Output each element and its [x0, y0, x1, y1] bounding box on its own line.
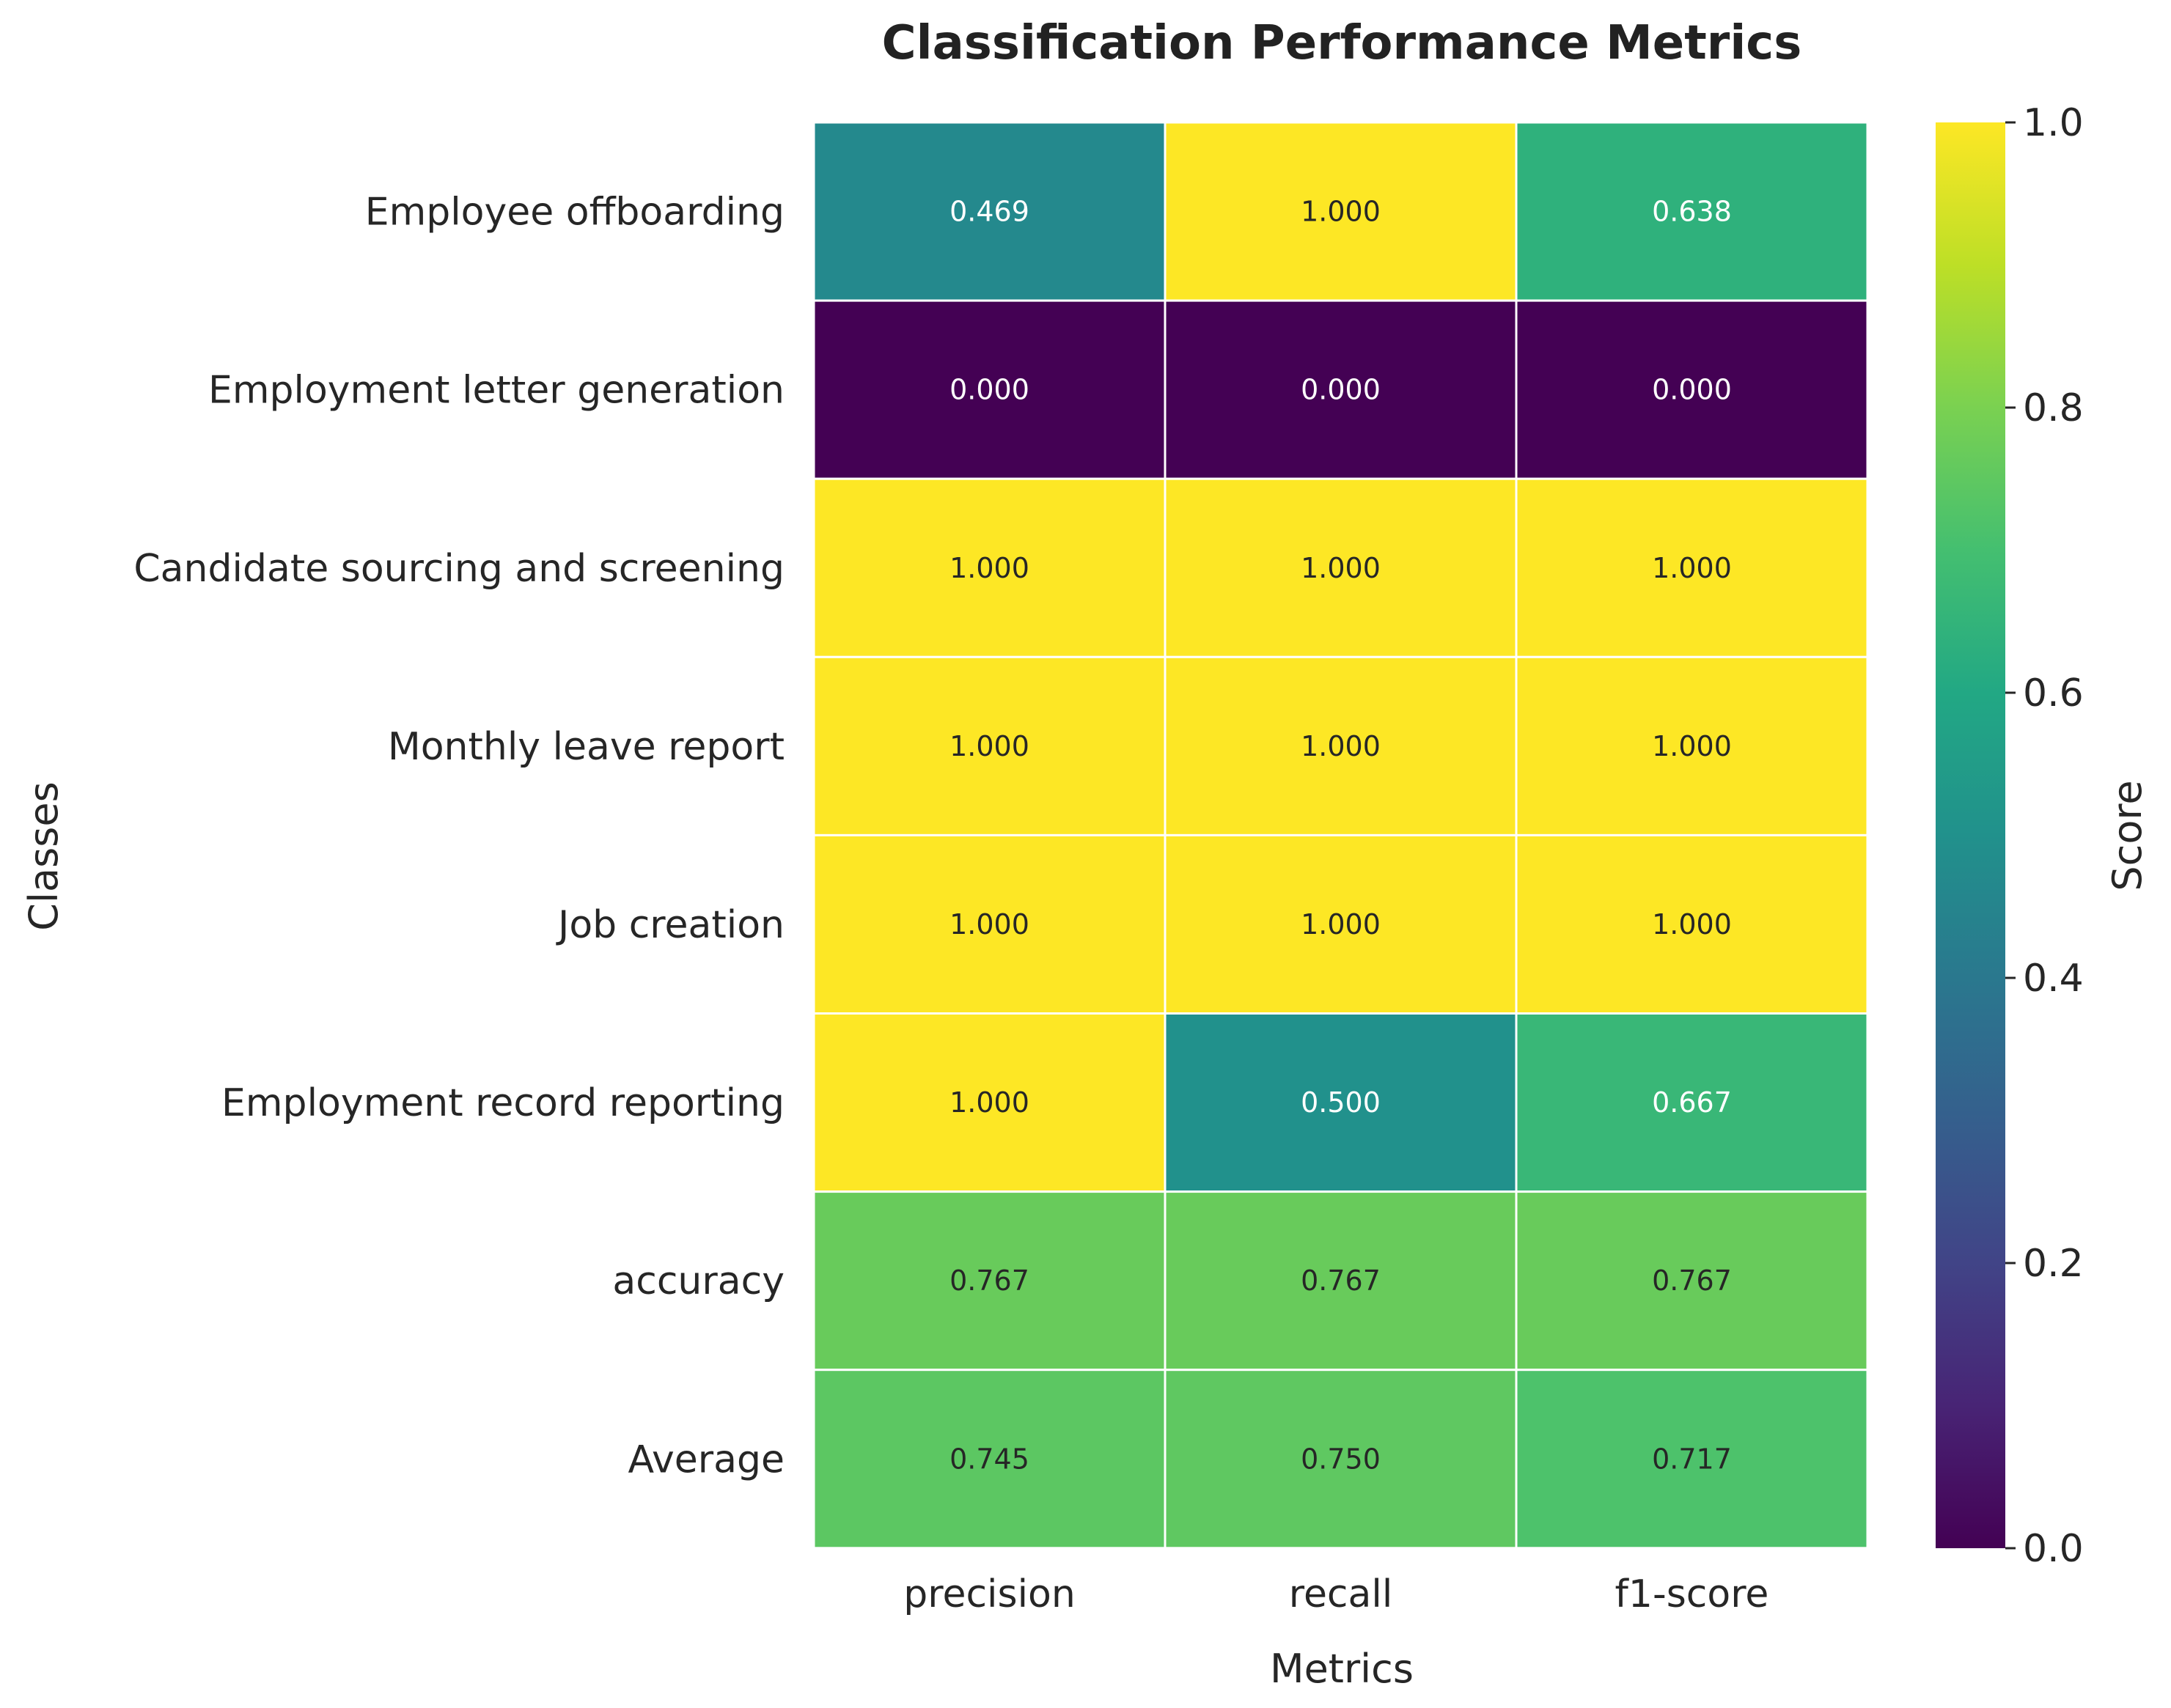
y-tick-label-employment-record-reporting: Employment record reporting — [221, 1081, 785, 1125]
heatmap-cell-labels: 0.469 1.000 0.638 0.000 0.000 0.000 1.000 1.000… — [949, 196, 1732, 1476]
y-tick-label-average: Average — [628, 1438, 785, 1481]
heatmap-cell-value: 0.000 — [949, 374, 1029, 406]
heatmap-cell-job-creation-f1-score — [1515, 833, 1869, 1015]
colorbar-tick-label: 1.0 — [2023, 101, 2084, 145]
heatmap-cell-value: 0.667 — [1652, 1086, 1732, 1119]
colorbar-label: Score — [2104, 780, 2150, 891]
heatmap-cells — [812, 121, 1869, 1550]
heatmap-cell-value: 0.717 — [1652, 1443, 1732, 1475]
colorbar-tick-label: 0.2 — [2023, 1242, 2084, 1286]
heatmap-cell-employment-record-reporting-f1-score — [1515, 1012, 1869, 1193]
heatmap-cell-employment-letter-generation-f1-score — [1515, 299, 1869, 480]
heatmap-cell-candidate-sourcing-and-screening-recall — [1164, 477, 1518, 658]
heatmap-cell-value: 0.469 — [949, 196, 1029, 228]
y-tick-label-monthly-leave-report: Monthly leave report — [388, 725, 785, 769]
heatmap-cell-employment-record-reporting-precision — [812, 1012, 1167, 1193]
heatmap-cell-value: 0.000 — [1652, 374, 1732, 406]
heatmap-cell-average-recall — [1164, 1369, 1518, 1550]
heatmap-cell-job-creation-precision — [812, 833, 1167, 1015]
heatmap-cell-value: 1.000 — [949, 552, 1029, 584]
heatmap-cell-employment-letter-generation-precision — [812, 299, 1167, 480]
y-tick-labels: Employee offboarding Employment letter ge… — [133, 191, 785, 1482]
heatmap-cell-value: 1.000 — [1301, 730, 1381, 762]
heatmap-cell-value: 0.000 — [1301, 374, 1381, 406]
x-axis-label: Metrics — [1270, 1646, 1414, 1692]
colorbar: 0.0 0.2 0.4 0.6 0.8 1.0 Score — [1936, 101, 2150, 1571]
heatmap-cell-employment-letter-generation-recall — [1164, 299, 1518, 480]
colorbar-tick-label: 0.4 — [2023, 957, 2084, 1001]
y-tick-label-candidate-sourcing-and-screening: Candidate sourcing and screening — [133, 547, 785, 591]
heatmap-cell-value: 1.000 — [1652, 730, 1732, 762]
x-tick-label-f1-score: f1-score — [1615, 1572, 1769, 1616]
y-axis-label: Classes — [21, 781, 67, 930]
heatmap-cell-value: 1.000 — [949, 1086, 1029, 1119]
colorbar-gradient — [1936, 122, 2005, 1548]
heatmap-cell-value: 1.000 — [1652, 552, 1732, 584]
heatmap-cell-value: 1.000 — [1301, 196, 1381, 228]
heatmap-cell-value: 1.000 — [1301, 552, 1381, 584]
colorbar-tick-label: 0.0 — [2023, 1527, 2084, 1571]
y-tick-label-job-creation: Job creation — [556, 903, 785, 947]
heatmap-cell-value: 1.000 — [1301, 908, 1381, 940]
heatmap-cell-value: 0.767 — [1301, 1265, 1381, 1297]
heatmap-cell-job-creation-recall — [1164, 833, 1518, 1015]
heatmap-cell-average-precision — [812, 1369, 1167, 1550]
heatmap-cell-value: 1.000 — [949, 730, 1029, 762]
heatmap-cell-accuracy-f1-score — [1515, 1190, 1869, 1372]
heatmap-cell-value: 0.500 — [1301, 1086, 1381, 1119]
heatmap-cell-value: 1.000 — [949, 908, 1029, 940]
heatmap-cell-value: 0.638 — [1652, 196, 1732, 228]
x-tick-label-precision: precision — [903, 1572, 1076, 1616]
colorbar-tick-label: 0.6 — [2023, 671, 2084, 715]
heatmap-cell-employment-record-reporting-recall — [1164, 1012, 1518, 1193]
chart-title: Classification Performance Metrics — [882, 16, 1802, 70]
heatmap-cell-value: 0.767 — [949, 1265, 1029, 1297]
y-tick-label-employment-letter-generation: Employment letter generation — [208, 369, 785, 413]
heatmap-cell-employee-offboarding-precision — [812, 121, 1167, 302]
heatmap-cell-value: 0.750 — [1301, 1443, 1381, 1475]
heatmap-cell-average-f1-score — [1515, 1369, 1869, 1550]
heatmap-cell-accuracy-precision — [812, 1190, 1167, 1372]
heatmap-cell-accuracy-recall — [1164, 1190, 1518, 1372]
heatmap-cell-employee-offboarding-recall — [1164, 121, 1518, 302]
heatmap-cell-monthly-leave-report-f1-score — [1515, 655, 1869, 836]
x-tick-labels: precision recall f1-score — [903, 1572, 1768, 1616]
heatmap-cell-monthly-leave-report-precision — [812, 655, 1167, 836]
colorbar-ticks: 0.0 0.2 0.4 0.6 0.8 1.0 — [2005, 101, 2084, 1571]
heatmap-cell-value: 1.000 — [1652, 908, 1732, 940]
colorbar-tick-label: 0.8 — [2023, 386, 2084, 430]
heatmap-cell-employee-offboarding-f1-score — [1515, 121, 1869, 302]
y-tick-label-employee-offboarding: Employee offboarding — [365, 191, 785, 235]
heatmap-cell-value: 0.745 — [949, 1443, 1029, 1475]
heatmap-cell-value: 0.767 — [1652, 1265, 1732, 1297]
x-tick-label-recall: recall — [1289, 1572, 1393, 1616]
y-tick-label-accuracy: accuracy — [612, 1259, 785, 1303]
